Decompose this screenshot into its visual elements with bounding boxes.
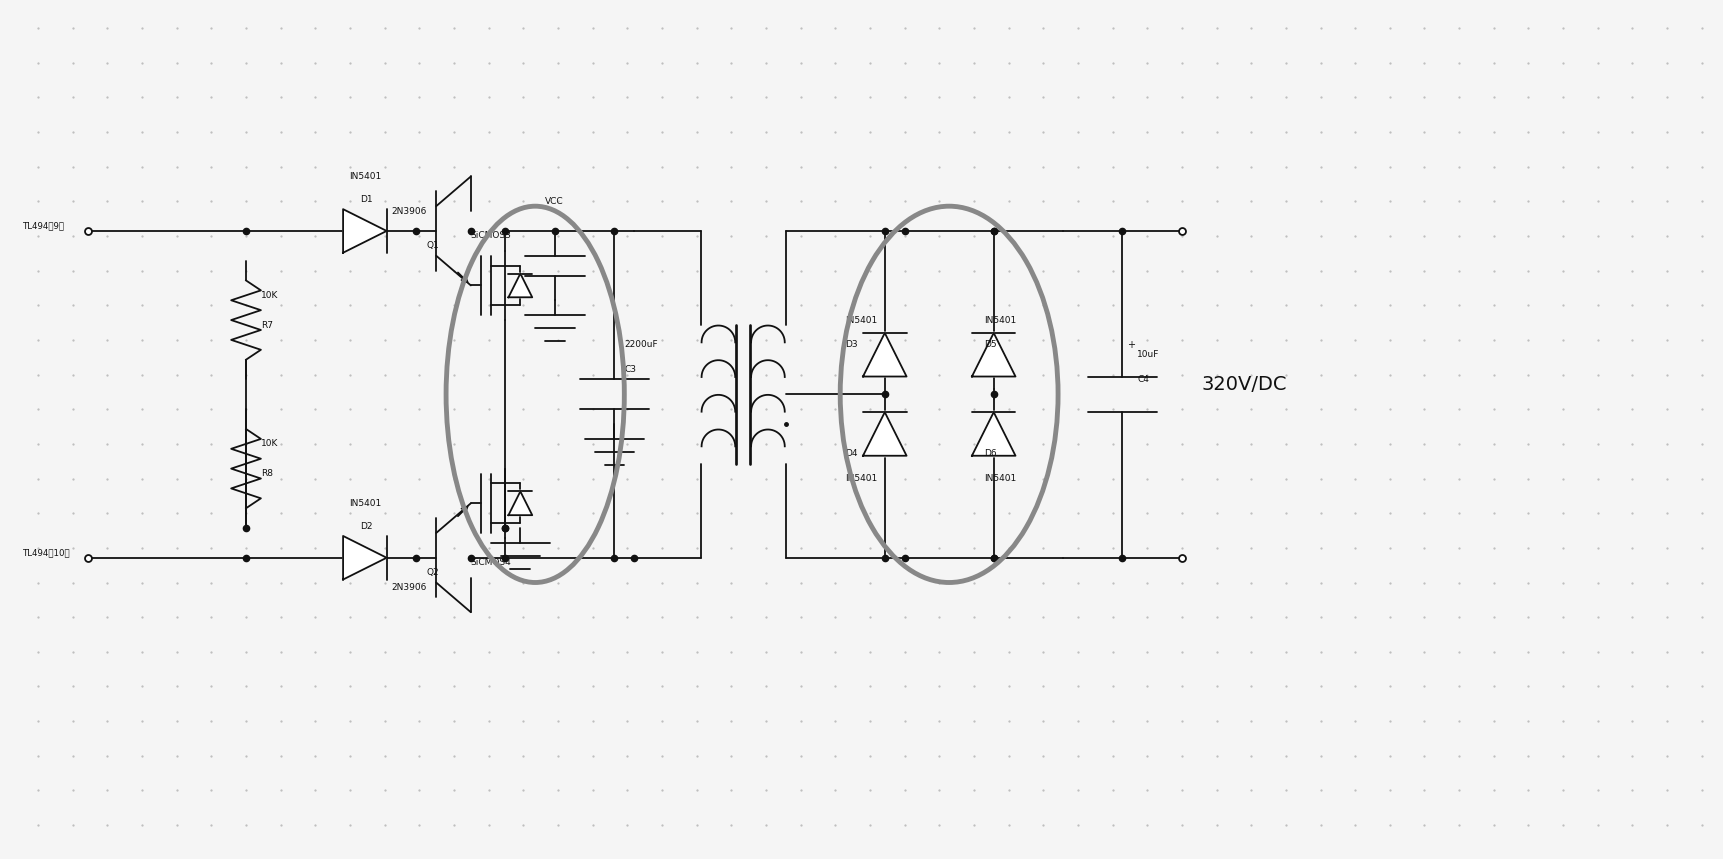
Polygon shape xyxy=(343,209,386,253)
Text: IN5401: IN5401 xyxy=(984,474,1015,483)
Text: IN5401: IN5401 xyxy=(984,315,1015,325)
Text: 2N3906: 2N3906 xyxy=(391,583,427,592)
Text: D5: D5 xyxy=(984,340,996,350)
Text: 320V/DC: 320V/DC xyxy=(1201,375,1287,394)
Text: 10K: 10K xyxy=(260,439,277,448)
Text: SiCMOS4: SiCMOS4 xyxy=(470,558,512,567)
Polygon shape xyxy=(343,536,386,580)
Text: 10K: 10K xyxy=(260,291,277,300)
Polygon shape xyxy=(863,412,906,456)
Text: TL494的9脚: TL494的9脚 xyxy=(22,222,65,230)
Text: TL494的10脚: TL494的10脚 xyxy=(22,548,71,557)
Text: IN5401: IN5401 xyxy=(844,474,877,483)
Polygon shape xyxy=(508,491,532,515)
Polygon shape xyxy=(508,273,532,297)
Text: Q1: Q1 xyxy=(426,241,439,250)
Text: D6: D6 xyxy=(984,449,996,458)
Text: D1: D1 xyxy=(360,195,372,204)
Text: IN5401: IN5401 xyxy=(844,315,877,325)
Polygon shape xyxy=(863,333,906,376)
Polygon shape xyxy=(972,333,1015,376)
Text: 2N3906: 2N3906 xyxy=(391,207,427,216)
Text: R7: R7 xyxy=(260,320,272,330)
Text: VCC: VCC xyxy=(544,197,563,206)
Text: C4: C4 xyxy=(1137,375,1149,384)
Text: D3: D3 xyxy=(844,340,858,350)
Text: IN5401: IN5401 xyxy=(348,499,381,508)
Text: D4: D4 xyxy=(844,449,856,458)
Text: C3: C3 xyxy=(624,365,636,374)
Text: D2: D2 xyxy=(360,521,372,531)
Text: R8: R8 xyxy=(260,469,272,478)
Text: 10uF: 10uF xyxy=(1137,350,1160,359)
Polygon shape xyxy=(972,412,1015,456)
Text: +: + xyxy=(1127,340,1135,350)
Text: Q2: Q2 xyxy=(426,568,439,577)
Text: 2200uF: 2200uF xyxy=(624,340,658,350)
Text: SiCMOS3: SiCMOS3 xyxy=(470,231,512,241)
Text: IN5401: IN5401 xyxy=(348,172,381,181)
